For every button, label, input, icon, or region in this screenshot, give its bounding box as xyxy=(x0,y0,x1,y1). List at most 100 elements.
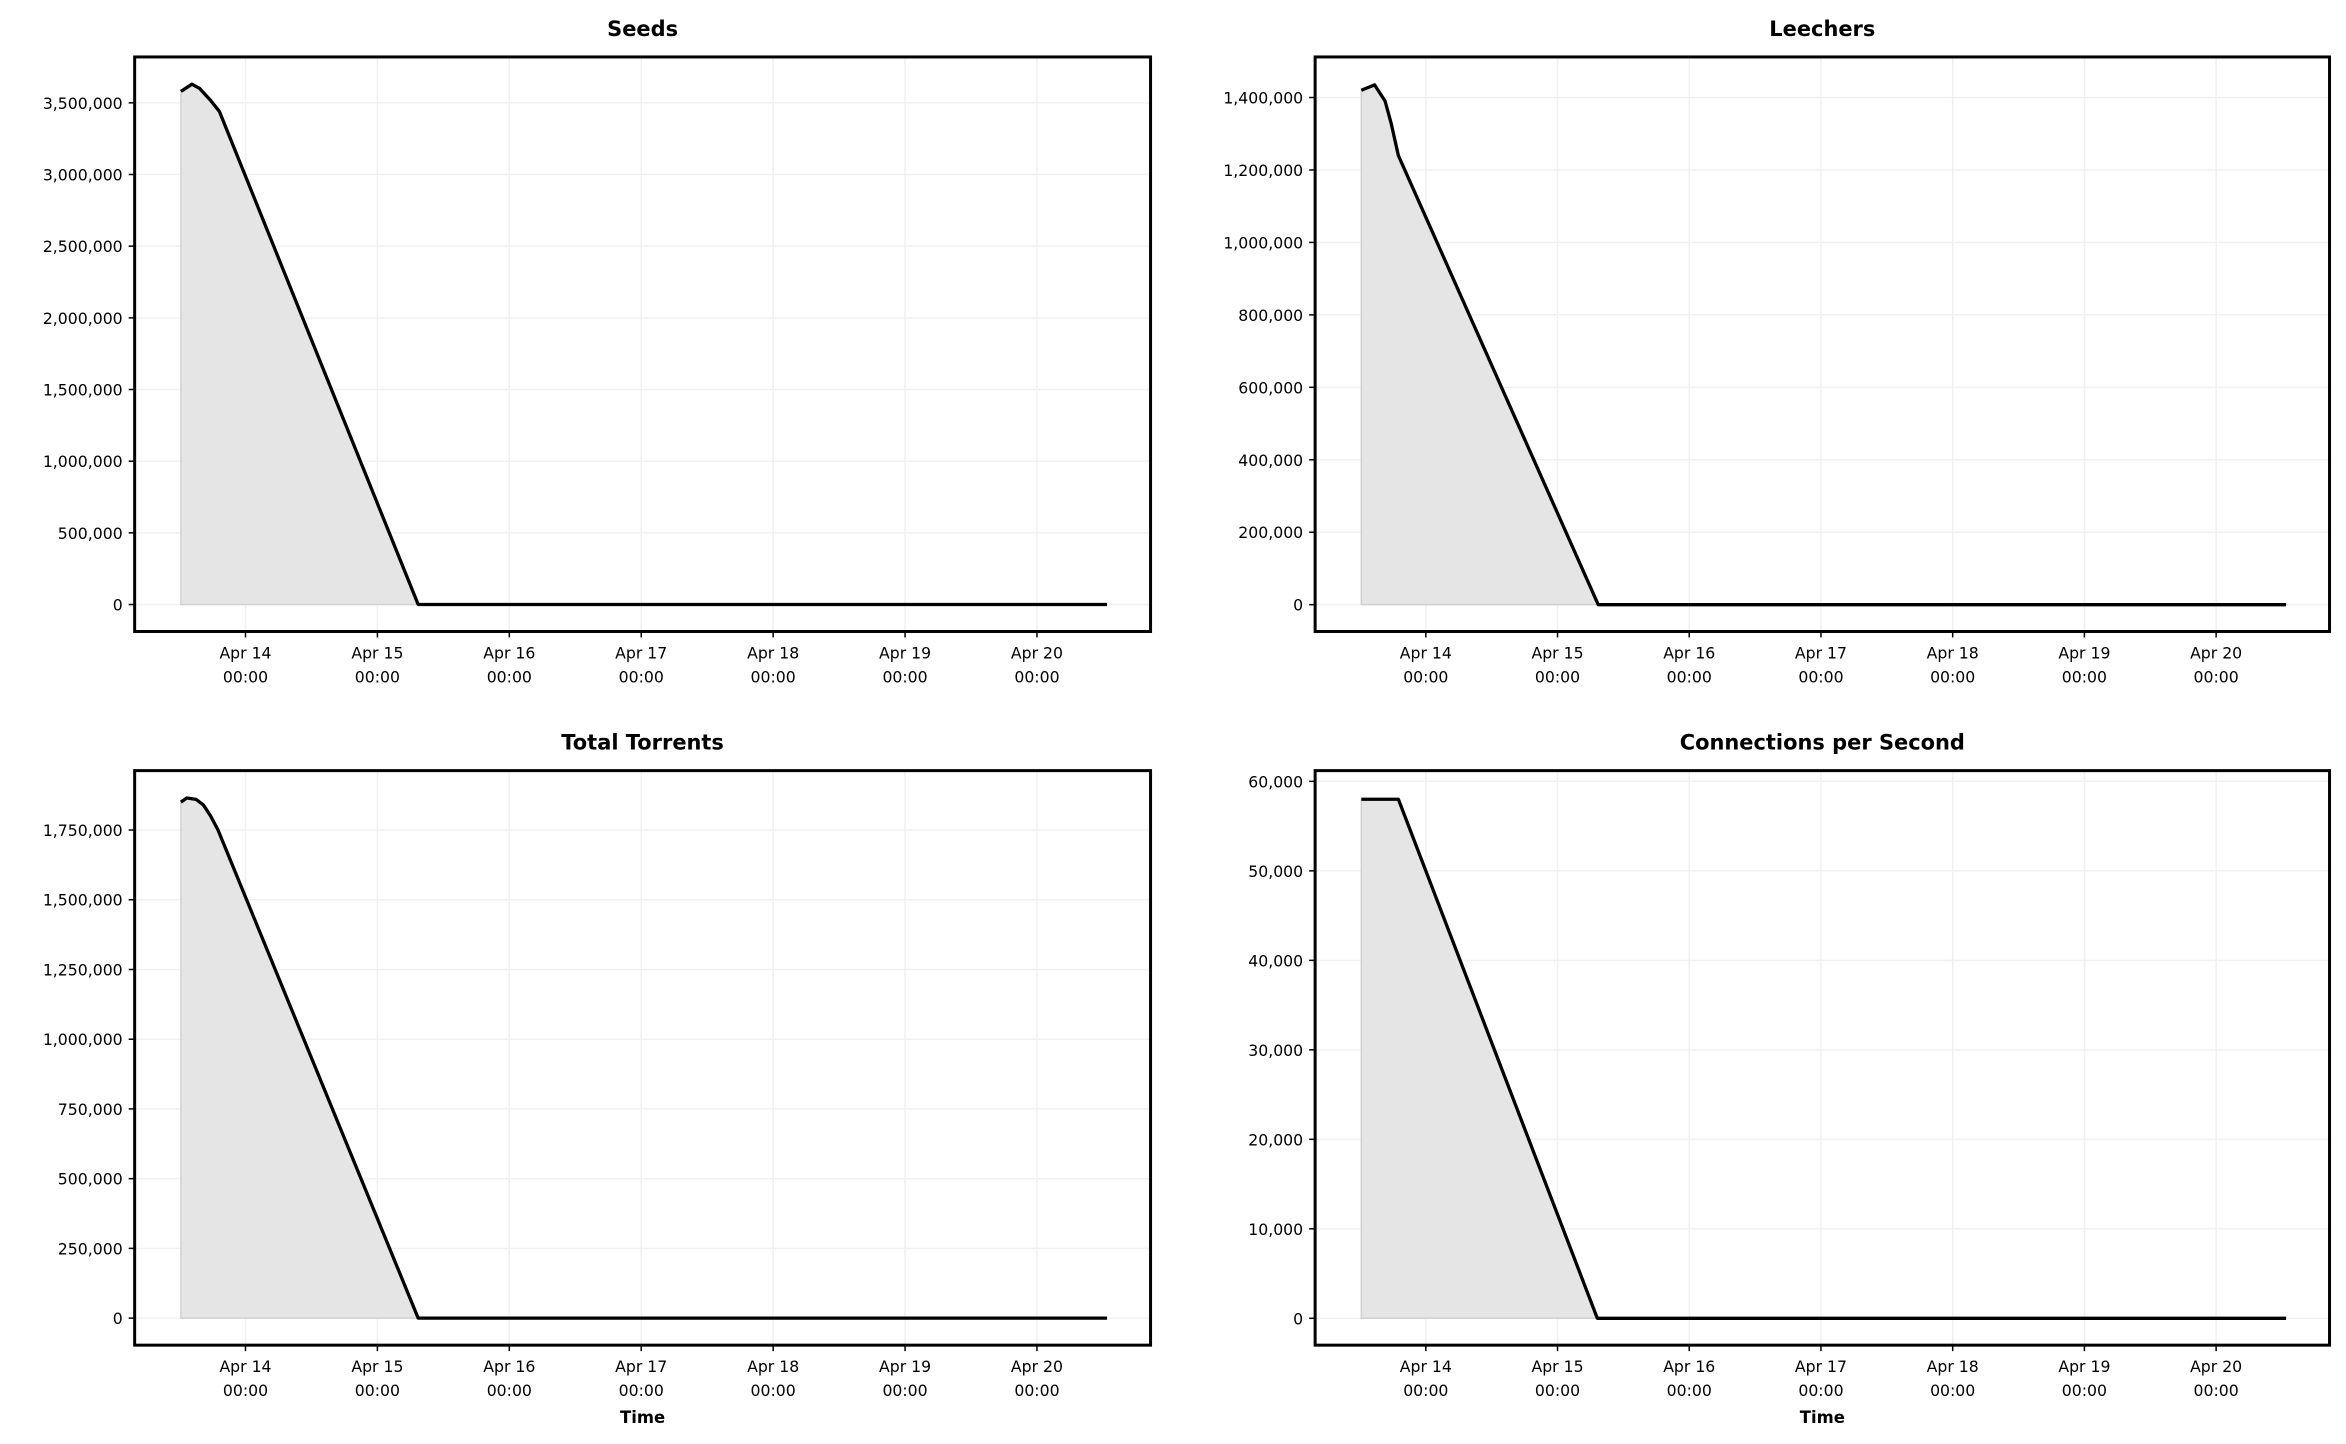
x-tick-label-date: Apr 14 xyxy=(219,643,271,662)
x-tick-label-date: Apr 14 xyxy=(1400,1357,1452,1376)
x-tick-label-date: Apr 16 xyxy=(1663,1357,1715,1376)
y-tick-label: 0 xyxy=(113,596,123,615)
x-tick-label-date: Apr 19 xyxy=(879,643,931,662)
y-tick-label: 50,000 xyxy=(1248,862,1303,881)
x-tick-label-time: 00:00 xyxy=(1798,667,1843,686)
chart-total-torrents: 0 250,000 500,000 750,000 1,000,000 1,250,000… xyxy=(43,731,1153,1427)
x-tick-label-time: 00:00 xyxy=(619,667,664,686)
x-tick-label-date: Apr 18 xyxy=(1927,643,1979,662)
x-tick-label-date: Apr 19 xyxy=(879,1357,931,1376)
y-tick-label: 1,250,000 xyxy=(43,960,123,979)
y-tick-label: 400,000 xyxy=(1238,451,1303,470)
x-tick-label-date: Apr 20 xyxy=(1011,1357,1063,1376)
x-tick-label-time: 00:00 xyxy=(487,1381,532,1400)
x-tick-label-time: 00:00 xyxy=(1403,1381,1448,1400)
y-tick-label: 2,500,000 xyxy=(43,237,123,256)
y-tick-label: 1,500,000 xyxy=(43,380,123,399)
x-tick-label-time: 00:00 xyxy=(355,667,400,686)
x-tick-label-time: 00:00 xyxy=(1798,1381,1843,1400)
y-tick-label: 1,000,000 xyxy=(43,452,123,471)
x-tick-label-date: Apr 16 xyxy=(1663,643,1715,662)
x-tick-label-date: Apr 18 xyxy=(747,1357,799,1376)
axes-frame xyxy=(133,55,1153,633)
x-tick-label-date: Apr 15 xyxy=(351,643,403,662)
chart-connections-per-second: 0 10,000 20,000 30,000 40,000 50,000 60,000 Apr… xyxy=(1248,731,2332,1427)
x-tick-label-time: 00:00 xyxy=(1535,667,1580,686)
x-tick-label-date: Apr 20 xyxy=(1011,643,1063,662)
y-tick-label: 3,500,000 xyxy=(43,94,123,113)
x-tick-label-date: Apr 14 xyxy=(219,1357,271,1376)
series-line xyxy=(1361,797,2287,1320)
axes-frame xyxy=(1313,769,2332,1347)
y-tick-label: 60,000 xyxy=(1248,772,1303,791)
x-tick-label-time: 00:00 xyxy=(619,1381,664,1400)
area-fill xyxy=(180,83,1108,606)
x-tick-label-time: 00:00 xyxy=(2062,667,2107,686)
x-tick-label-date: Apr 20 xyxy=(2190,643,2242,662)
x-tick-label-date: Apr 20 xyxy=(2190,1357,2242,1376)
axes-frame xyxy=(133,769,1153,1347)
y-tick-label: 250,000 xyxy=(58,1239,123,1258)
x-tick-label-date: Apr 15 xyxy=(351,1357,403,1376)
y-tick-label: 0 xyxy=(1293,596,1303,615)
y-tick-label: 1,200,000 xyxy=(1223,161,1303,180)
x-tick-label-time: 00:00 xyxy=(1535,1381,1580,1400)
y-tick-label: 3,000,000 xyxy=(43,165,123,184)
chart-title: Connections per Second xyxy=(1680,731,1965,755)
chart-title: Total Torrents xyxy=(561,731,724,755)
y-tick-label: 1,000,000 xyxy=(43,1030,123,1049)
area-fill xyxy=(1360,798,2287,1320)
x-tick-label-time: 00:00 xyxy=(1014,667,1059,686)
y-tick-label: 20,000 xyxy=(1248,1130,1303,1149)
x-tick-label-time: 00:00 xyxy=(882,667,927,686)
y-tick-label: 500,000 xyxy=(58,524,123,543)
x-tick-label-time: 00:00 xyxy=(882,1381,927,1400)
y-tick-label: 0 xyxy=(1293,1309,1303,1328)
y-tick-label: 1,500,000 xyxy=(43,891,123,910)
y-tick-label: 200,000 xyxy=(1238,523,1303,542)
chart-seeds: 0 500,000 1,000,000 1,500,000 2,000,000 2,500… xyxy=(43,17,1153,686)
x-tick-label-date: Apr 18 xyxy=(747,643,799,662)
x-tick-label-time: 00:00 xyxy=(1930,1381,1975,1400)
x-tick-label-time: 00:00 xyxy=(2062,1381,2107,1400)
x-axis-label: Time xyxy=(620,1408,665,1427)
x-tick-label-time: 00:00 xyxy=(487,667,532,686)
chart-leechers: 0 200,000 400,000 600,000 800,000 1,000,000 1,… xyxy=(1223,17,2332,686)
y-tick-label: 500,000 xyxy=(58,1170,123,1189)
y-tick-label: 800,000 xyxy=(1238,306,1303,325)
chart-title: Leechers xyxy=(1769,17,1875,41)
x-tick-label-time: 00:00 xyxy=(223,1381,268,1400)
x-tick-label-date: Apr 16 xyxy=(483,1357,535,1376)
area-fill xyxy=(1360,83,2287,606)
y-tick-label: 0 xyxy=(113,1309,123,1328)
x-tick-label-time: 00:00 xyxy=(1403,667,1448,686)
x-tick-label-time: 00:00 xyxy=(355,1381,400,1400)
x-tick-label-date: Apr 18 xyxy=(1927,1357,1979,1376)
x-tick-label-time: 00:00 xyxy=(751,667,796,686)
chart-title: Seeds xyxy=(607,17,678,41)
y-tick-label: 30,000 xyxy=(1248,1041,1303,1060)
area-fill xyxy=(180,797,1108,1319)
y-tick-label: 1,000,000 xyxy=(1223,233,1303,252)
y-tick-label: 40,000 xyxy=(1248,951,1303,970)
y-tick-label: 750,000 xyxy=(58,1100,123,1119)
x-tick-label-date: Apr 17 xyxy=(1795,643,1847,662)
x-tick-label-time: 00:00 xyxy=(1930,667,1975,686)
x-tick-label-date: Apr 14 xyxy=(1400,643,1452,662)
axes-frame xyxy=(1313,55,2332,633)
x-tick-label-time: 00:00 xyxy=(2194,667,2239,686)
series-line xyxy=(179,796,1108,1320)
x-tick-label-date: Apr 17 xyxy=(1795,1357,1847,1376)
y-tick-label: 600,000 xyxy=(1238,378,1303,397)
x-tick-label-date: Apr 17 xyxy=(615,643,667,662)
x-tick-label-date: Apr 16 xyxy=(483,643,535,662)
x-tick-label-time: 00:00 xyxy=(1667,1381,1712,1400)
x-tick-label-date: Apr 15 xyxy=(1531,643,1583,662)
y-tick-label: 1,750,000 xyxy=(43,821,123,840)
x-tick-label-date: Apr 19 xyxy=(2058,1357,2110,1376)
x-tick-label-time: 00:00 xyxy=(2194,1381,2239,1400)
x-tick-label-date: Apr 19 xyxy=(2058,643,2110,662)
x-tick-label-time: 00:00 xyxy=(223,667,268,686)
x-tick-label-time: 00:00 xyxy=(751,1381,796,1400)
